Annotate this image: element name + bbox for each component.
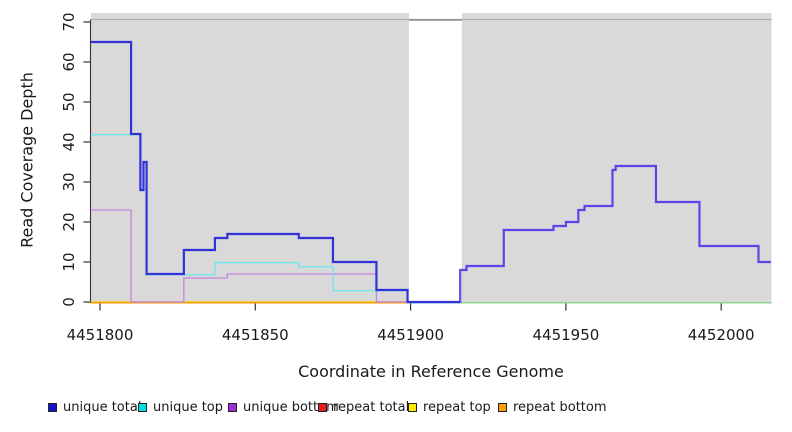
- x-tick-label: 4451800: [66, 326, 134, 344]
- y-tick-label: 30: [60, 172, 78, 192]
- x-tick-label: 4451900: [377, 326, 444, 344]
- legend-label: repeat top: [423, 400, 491, 415]
- shaded-band-right: [461, 13, 772, 303]
- x-axis-title: Coordinate in Reference Genome: [298, 362, 564, 381]
- series-unique-total-right: [460, 164, 771, 304]
- legend-swatch-icon: [138, 403, 147, 412]
- legend-swatch-icon: [318, 403, 327, 412]
- shaded-band-left: [91, 13, 410, 303]
- legend-swatch-icon: [408, 403, 417, 412]
- y-tick-label: 40: [60, 132, 78, 152]
- legend-label: unique total: [63, 400, 142, 415]
- y-axis-title: Read Coverage Depth: [17, 72, 37, 248]
- legend-label: unique bottom: [243, 400, 339, 415]
- x-tick-label: 4452000: [687, 326, 755, 344]
- legend-swatch-icon: [48, 403, 57, 412]
- legend-label: repeat bottom: [513, 400, 607, 415]
- y-tick-label: 0: [60, 297, 78, 307]
- y-tick-label: 50: [60, 92, 78, 112]
- legend-label: repeat total: [333, 400, 410, 415]
- legend-swatch-icon: [498, 403, 507, 412]
- x-tick-label: 4451950: [532, 326, 600, 344]
- legend-swatch-icon: [228, 403, 237, 412]
- legend-label: unique top: [153, 400, 224, 415]
- y-tick-label: 60: [60, 52, 78, 72]
- series-unique-total: [90, 40, 461, 304]
- y-tick-label: 10: [60, 252, 78, 272]
- y-tick-label: 20: [60, 212, 78, 232]
- y-tick-label: 70: [60, 12, 78, 32]
- x-tick-label: 4451850: [221, 326, 289, 344]
